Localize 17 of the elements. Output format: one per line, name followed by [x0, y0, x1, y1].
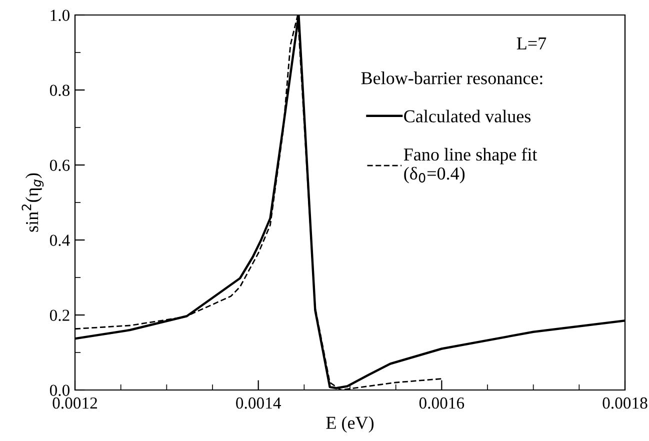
x-tick-label: 0.0018 — [602, 397, 648, 409]
y-tick-label: 0.4 — [50, 234, 70, 246]
legend-title: Below-barrier resonance: — [361, 72, 542, 84]
y-tick-label: 0.0 — [50, 384, 70, 396]
legend-label: Calculated values — [404, 110, 531, 122]
x-tick-label: 0.0016 — [419, 397, 464, 409]
x-axis-title: E (eV) — [326, 416, 374, 433]
line-series — [75, 15, 625, 390]
annotation: L=7 — [516, 38, 546, 50]
y-tick-label: 0.2 — [50, 310, 70, 322]
y-axis-title: sin$^{2}$(η$_{g}$) — [22, 173, 44, 232]
x-tick-label: 0.0014 — [236, 397, 281, 409]
y-tick-label: 1.0 — [50, 10, 70, 22]
y-tick-label: 0.6 — [50, 160, 70, 172]
y-tick-label: 0.8 — [50, 84, 70, 96]
x-tick-label: 0.0012 — [52, 397, 97, 409]
legend-label: Fano line shape fit (δ$_{0}$=0.4) — [404, 148, 538, 184]
